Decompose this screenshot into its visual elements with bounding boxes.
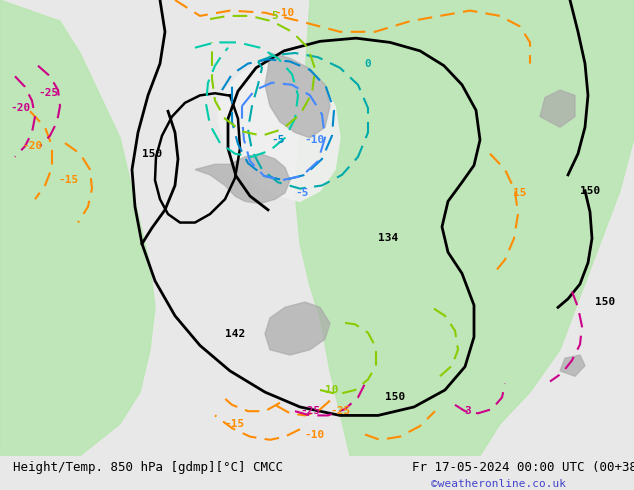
Polygon shape: [218, 58, 340, 201]
Text: -10: -10: [275, 8, 295, 18]
Text: 0: 0: [365, 59, 372, 69]
Text: -20: -20: [10, 103, 30, 113]
Polygon shape: [265, 53, 330, 138]
Text: 150: 150: [142, 148, 162, 159]
Text: -20: -20: [22, 141, 42, 151]
Text: 10: 10: [325, 385, 339, 395]
Polygon shape: [195, 154, 290, 203]
Text: 142: 142: [225, 329, 245, 339]
Text: -5: -5: [271, 135, 285, 145]
Text: 15: 15: [514, 188, 527, 198]
Text: -25: -25: [330, 406, 350, 416]
Text: Height/Temp. 850 hPa [gdmp][°C] CMCC: Height/Temp. 850 hPa [gdmp][°C] CMCC: [13, 462, 283, 474]
Polygon shape: [265, 302, 330, 355]
Polygon shape: [295, 0, 634, 456]
Text: -10: -10: [305, 135, 325, 145]
Text: ©weatheronline.co.uk: ©weatheronline.co.uk: [431, 479, 566, 489]
Text: Fr 17-05-2024 00:00 UTC (00+384): Fr 17-05-2024 00:00 UTC (00+384): [412, 462, 634, 474]
Polygon shape: [0, 0, 155, 456]
Polygon shape: [560, 355, 585, 376]
Text: -15: -15: [225, 419, 245, 429]
Text: -15: -15: [58, 175, 78, 185]
Text: 5: 5: [271, 11, 278, 21]
Text: -5: -5: [295, 188, 309, 198]
Text: 150: 150: [595, 297, 615, 307]
Polygon shape: [540, 90, 575, 127]
Text: -10: -10: [305, 430, 325, 440]
Text: 3: 3: [465, 406, 471, 416]
Text: 134: 134: [378, 233, 398, 244]
Text: -25: -25: [300, 406, 320, 416]
Text: 150: 150: [580, 186, 600, 196]
Text: -25: -25: [38, 88, 58, 98]
Text: 150: 150: [385, 392, 405, 402]
